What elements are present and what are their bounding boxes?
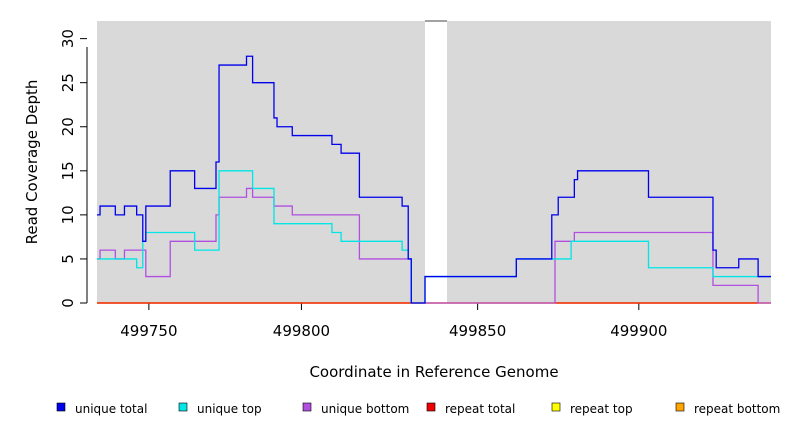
legend-label: unique total [75,402,147,416]
legend-swatch [56,402,66,412]
legend-label: repeat total [445,402,515,416]
x-axis-title: Coordinate in Reference Genome [309,363,558,381]
x-axis-ticks: 499750 499800 499850 499900 [120,303,667,340]
legend-label: repeat top [570,402,633,416]
y-tick-label: 30 [59,29,77,48]
legend-swatch [675,402,685,412]
y-tick-label: 0 [59,298,77,308]
legend-swatch [426,402,436,412]
y-tick-label: 15 [59,161,77,180]
y-tick-label: 25 [59,73,77,92]
y-tick-label: 5 [59,254,77,264]
x-tick-label: 499900 [610,322,667,340]
series-line-unique-bottom [97,187,771,304]
y-axis-ticks: 0 5 10 15 20 25 30 [59,29,87,308]
x-tick-label: 499750 [120,322,177,340]
series-layer [97,55,771,304]
legend-label: unique top [197,402,262,416]
legend-swatch [551,402,561,412]
legend-swatch [178,402,188,412]
legend-label: repeat bottom [694,402,780,416]
y-tick-label: 20 [59,117,77,136]
series-line-unique-total [97,55,771,304]
y-tick-label: 10 [59,205,77,224]
y-axis-title: Read Coverage Depth [23,80,41,245]
x-tick-label: 499800 [273,322,330,340]
legend-label: unique bottom [321,402,409,416]
x-tick-label: 499850 [449,322,506,340]
legend-swatch [302,402,312,412]
plot-panel-left [97,21,425,303]
plot-panel-right [447,21,771,303]
legend: unique total unique top unique bottom repea… [56,402,780,416]
